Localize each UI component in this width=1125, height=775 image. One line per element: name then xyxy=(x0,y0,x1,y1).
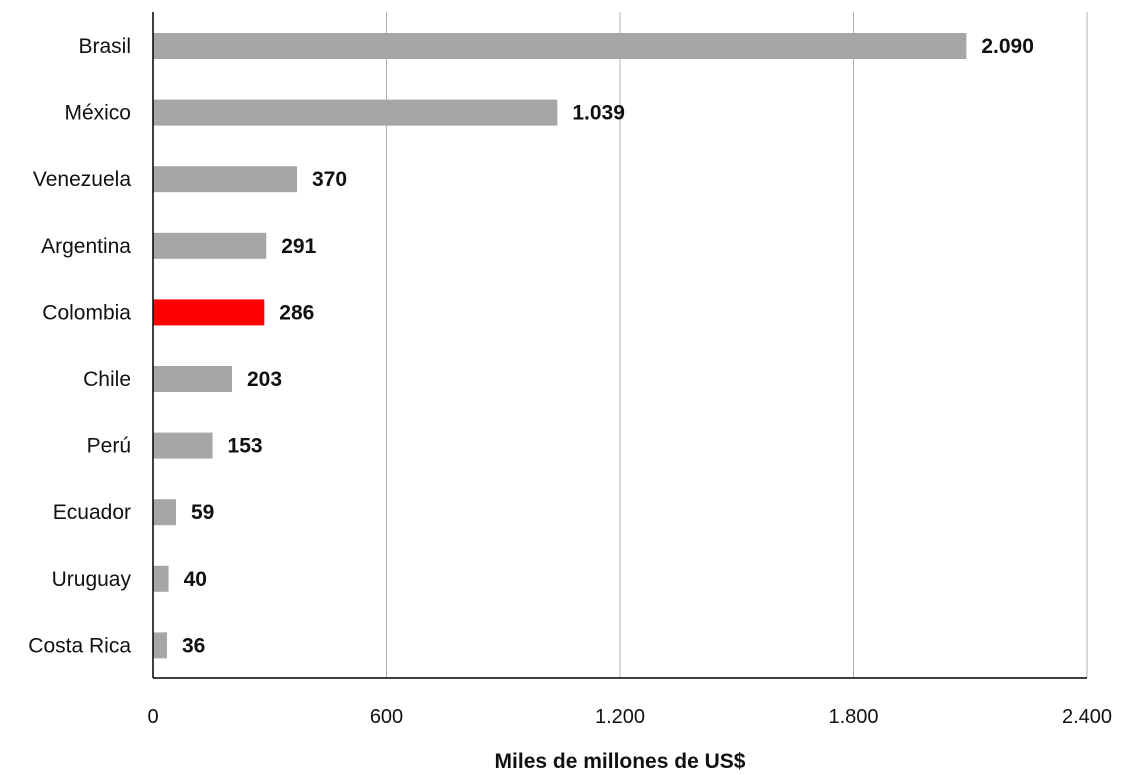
category-label: Ecuador xyxy=(53,501,131,524)
x-tick-label: 0 xyxy=(147,706,158,728)
data-label: 291 xyxy=(281,235,316,258)
category-label: Argentina xyxy=(41,235,131,258)
axes xyxy=(152,12,1087,679)
bar xyxy=(153,232,267,259)
data-label: 286 xyxy=(279,301,314,324)
data-label: 36 xyxy=(182,634,205,657)
data-label: 59 xyxy=(191,501,214,524)
bars xyxy=(153,33,967,659)
bar xyxy=(153,33,967,59)
bar xyxy=(153,432,213,459)
x-tick-label: 1.200 xyxy=(595,706,645,728)
x-tick-label: 1.800 xyxy=(828,706,878,728)
data-label: 203 xyxy=(247,368,282,391)
gridlines xyxy=(386,12,1088,678)
bar xyxy=(153,99,558,126)
data-label: 1.039 xyxy=(572,102,625,125)
bar xyxy=(153,499,176,526)
x-tick-label: 600 xyxy=(370,706,403,728)
category-label: Colombia xyxy=(42,301,131,324)
bar xyxy=(153,565,169,592)
category-label: Brasil xyxy=(78,35,131,58)
category-label: Costa Rica xyxy=(28,634,131,657)
data-label: 153 xyxy=(228,435,263,458)
bar-highlighted xyxy=(153,299,265,326)
x-tick-label: 2.400 xyxy=(1062,706,1112,728)
data-label: 370 xyxy=(312,168,347,191)
data-label: 40 xyxy=(184,568,207,591)
labels: 0 600 1.200 1.800 2.400 Brasil 2.090 México 1.03… xyxy=(28,35,1112,728)
x-axis-title: Miles de millones de US$ xyxy=(495,750,746,773)
bar xyxy=(153,632,168,659)
bar xyxy=(153,366,233,392)
category-label: Perú xyxy=(87,435,131,458)
category-label: México xyxy=(64,102,131,125)
category-label: Venezuela xyxy=(33,168,131,191)
data-label: 2.090 xyxy=(981,35,1034,58)
category-label: Uruguay xyxy=(52,568,132,591)
bar xyxy=(153,166,297,193)
category-label: Chile xyxy=(83,368,131,391)
